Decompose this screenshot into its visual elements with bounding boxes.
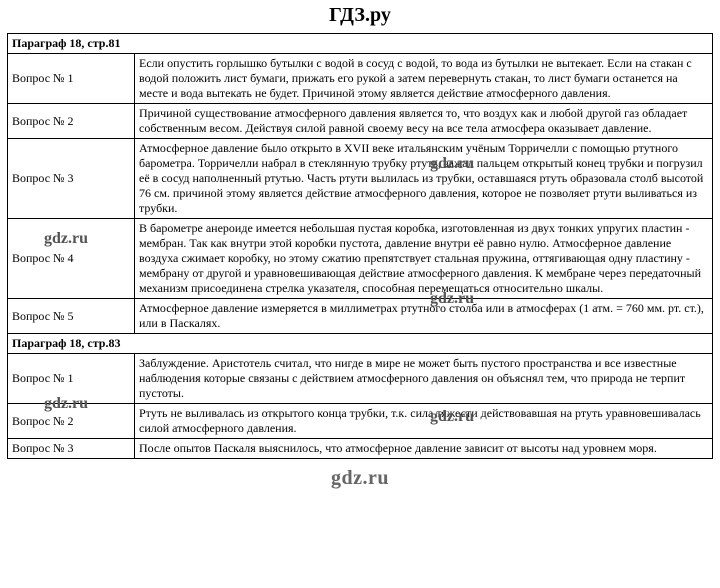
answer-cell: Причиной существование атмосферного давл… (135, 104, 713, 139)
question-cell: Вопрос № 1 (8, 354, 135, 404)
answer-cell: Атмосферное давление измеряется в миллим… (135, 299, 713, 334)
question-cell: Вопрос № 1 (8, 54, 135, 104)
answer-cell: Ртуть не выливалась из открытого конца т… (135, 404, 713, 439)
section-header: Параграф 18, стр.83 (8, 334, 713, 354)
question-cell: Вопрос № 2 (8, 104, 135, 139)
section-header: Параграф 18, стр.81 (8, 34, 713, 54)
question-cell: Вопрос № 5 (8, 299, 135, 334)
answer-cell: После опытов Паскаля выяснилось, что атм… (135, 439, 713, 459)
answer-cell: Атмосферное давление было открыто в XVII… (135, 139, 713, 219)
question-cell: Вопрос № 3 (8, 139, 135, 219)
answer-cell: В барометре анероиде имеется небольшая п… (135, 219, 713, 299)
question-cell: Вопрос № 4 (8, 219, 135, 299)
answers-table: Параграф 18, стр.81 Вопрос № 1 Если опус… (7, 33, 713, 459)
question-cell: Вопрос № 2 (8, 404, 135, 439)
answer-cell: Если опустить горлышко бутылки с водой в… (135, 54, 713, 104)
footer-text: gdz.ru (0, 459, 720, 490)
answer-cell: Заблуждение. Аристотель считал, что нигд… (135, 354, 713, 404)
site-title: ГДЗ.ру (0, 0, 720, 33)
question-cell: Вопрос № 3 (8, 439, 135, 459)
